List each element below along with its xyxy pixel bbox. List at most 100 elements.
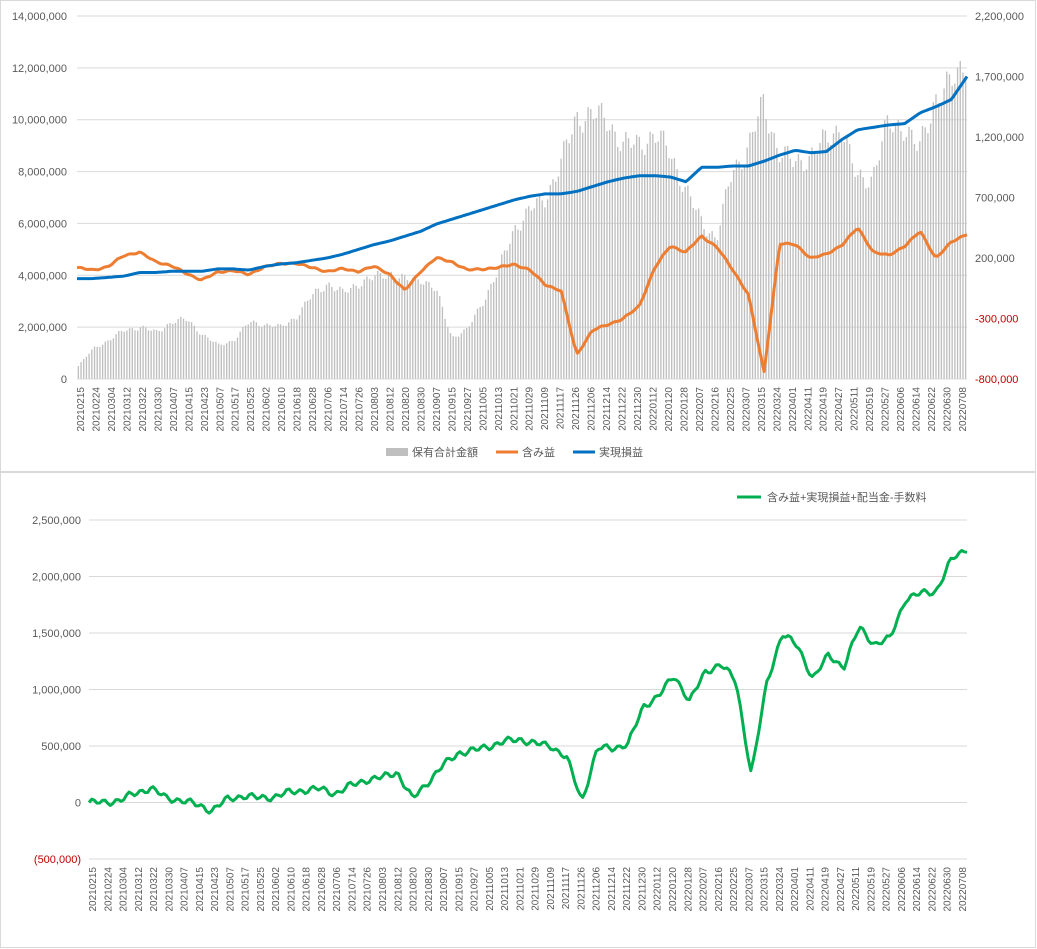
bar-holding-amount [425,281,427,379]
x-tick-label: 20220225 [729,867,740,912]
bar-holding-amount [595,117,597,379]
bar-holding-amount [633,144,635,379]
bar-holding-amount [671,158,673,379]
line-total-pnl [87,549,968,815]
bar-holding-amount [158,331,160,379]
bar-holding-amount [145,327,147,379]
y-tick-label: 2,000,000 [32,572,81,584]
bar-holding-amount [252,320,255,379]
bar-holding-amount [582,132,584,379]
bar-holding-amount [781,158,783,379]
x-tick-label: 20220112 [653,867,664,911]
x-tick-label: 20211222 [622,867,633,911]
x-tick-label: 20211117 [556,387,567,430]
x-tick-label: 20210517 [241,867,252,912]
bar-holding-amount [943,88,945,380]
x-tick-label: 20210706 [332,867,343,912]
bar-holding-amount [948,74,951,380]
x-tick-label: 20210330 [153,387,164,432]
bar-holding-amount [163,328,166,379]
y-left-tick-label: 0 [61,374,67,386]
bar-holding-amount [795,161,797,379]
bar-holding-amount [792,167,794,379]
bar-holding-amount [285,325,287,379]
bar-holding-amount [323,291,325,379]
bar-holding-amount [563,141,565,379]
bar-holding-amount [560,158,562,379]
x-tick-label: 20211021 [515,867,526,911]
bar-holding-amount [490,283,492,379]
bar-holding-amount [557,176,560,379]
x-tick-label: 20210215 [88,867,99,912]
bar-holding-amount [182,318,185,379]
x-tick-label: 20211117 [561,867,572,910]
bar-holding-amount [261,327,263,379]
bar-holding-amount [546,199,549,379]
bar-holding-amount [228,341,231,379]
bar-holding-amount [902,140,905,379]
bar-holding-amount [309,299,311,379]
x-tick-label: 20220606 [896,387,907,432]
bar-holding-amount [846,136,848,379]
x-tick-label: 20220324 [772,387,783,432]
bar-holding-amount [142,325,144,379]
bar-holding-amount [501,254,503,379]
bar-holding-amount [341,288,344,379]
bar-holding-amount [190,322,193,379]
bar-holding-amount [913,143,916,379]
x-tick-label: 20211214 [602,387,613,431]
bar-holding-amount [579,125,581,380]
legend-label: 含み益 [522,445,555,459]
bar-holding-amount [700,216,703,379]
x-tick-label: 20210423 [200,387,211,432]
x-tick-label: 20220511 [851,867,862,911]
bar-holding-amount [865,188,867,379]
x-tick-label: 20220207 [695,387,706,432]
x-tick-label: 20220622 [927,387,938,432]
bar-holding-amount [347,292,349,379]
bar-holding-amount [468,326,471,379]
x-tick-label: 20210915 [454,867,465,912]
x-tick-label: 20211206 [592,867,603,911]
x-tick-label: 20220614 [912,387,923,432]
bar-holding-amount [536,198,538,379]
y-right-tick-label: 200,000 [975,253,1015,265]
bar-holding-amount [638,136,640,379]
bar-holding-amount [555,181,557,379]
bar-holding-amount [867,187,870,379]
bar-holding-amount [298,315,301,379]
x-tick-label: 20210714 [347,867,358,912]
bar-holding-amount [409,281,411,379]
bar-holding-amount [493,282,495,379]
bar-holding-amount [474,314,476,379]
x-tick-label: 20211206 [587,387,598,431]
x-tick-label: 20210322 [149,867,160,912]
bar-holding-amount [708,233,711,379]
x-tick-label: 20220401 [790,867,801,912]
bar-holding-amount [870,176,872,379]
legend-label: 含み益+実現損益+配当金-手数料 [767,490,927,504]
bar-holding-amount [476,308,479,379]
bar-holding-amount [875,165,878,379]
bar-holding-amount [544,207,546,379]
bar-holding-amount [436,290,438,379]
bar-holding-amount [598,105,600,379]
x-tick-label: 20210517 [231,387,242,432]
bar-holding-amount [830,144,832,379]
bar-holding-amount [681,191,684,379]
bar-holding-amount [528,206,530,379]
bar-holding-amount [816,154,818,379]
bar-holding-amount [552,179,554,379]
line-unrealized [76,227,968,373]
x-tick-label: 20210415 [195,867,206,912]
bar-holding-amount [714,237,716,379]
bar-holding-amount [404,275,406,379]
bar-holding-amount [511,231,514,379]
bar-holding-amount [962,72,964,380]
y-tick-label: 2,500,000 [32,515,81,527]
bar-holding-amount [333,291,336,379]
bar-holding-amount [797,153,800,379]
bar-holding-amount [635,134,638,379]
x-tick-label: 20220112 [649,387,660,431]
x-tick-label: 20210812 [393,867,404,912]
